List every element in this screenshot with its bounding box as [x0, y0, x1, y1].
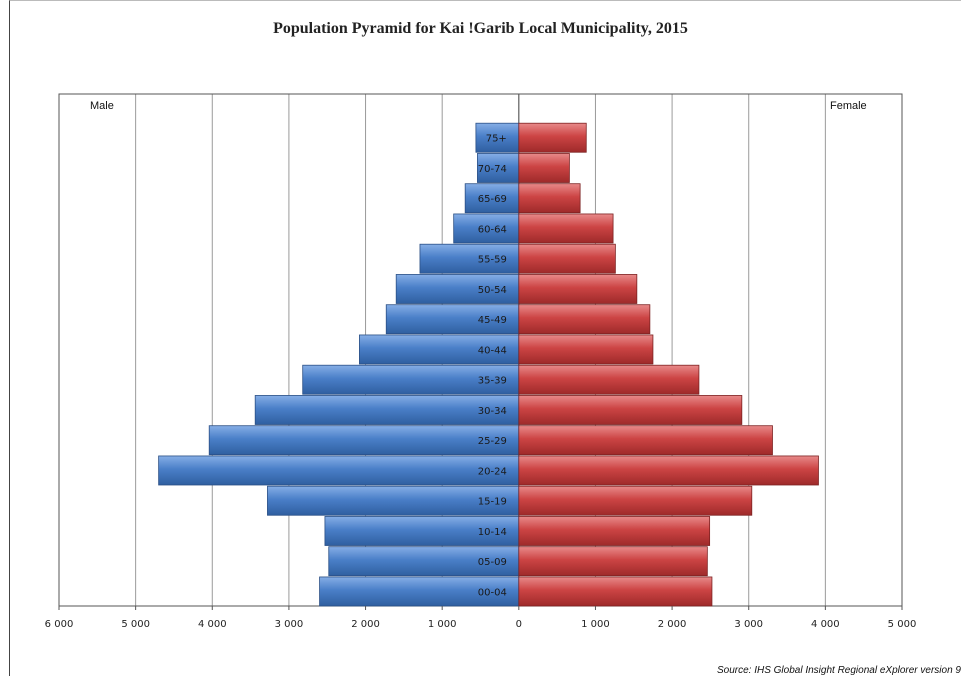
category-labels: 00-04 05-09 10-14 15-19 20-24 25-29 30-34 35-39… — [478, 134, 507, 599]
category-label: 35-39 — [478, 376, 507, 387]
tick-label: 0 — [516, 619, 522, 630]
category-label: 00-04 — [478, 587, 507, 598]
bar-female-40-44 — [518, 334, 654, 365]
bar-female-75+ — [518, 122, 587, 153]
bar-male-75+ — [475, 122, 520, 153]
bar-female-55-59 — [518, 243, 616, 274]
tick-label: 2 000 — [351, 619, 380, 630]
bar-female-70-74 — [518, 153, 570, 183]
source-note: Source: IHS Global Insight Regional eXpl… — [716, 665, 961, 676]
bar-male-15-19 — [267, 485, 520, 516]
category-label: 45-49 — [478, 315, 507, 326]
bar-female-45-49 — [518, 304, 651, 335]
legend-male: Male — [90, 100, 114, 112]
bar-male-70-74 — [477, 153, 520, 183]
category-label: 55-59 — [478, 255, 507, 266]
tick-label: 2 000 — [658, 619, 687, 630]
bar-male-25-29 — [208, 425, 520, 456]
bar-female-35-39 — [518, 364, 700, 395]
tick-label: 1 000 — [581, 619, 610, 630]
category-label: 65-69 — [478, 194, 507, 205]
bar-female-50-54 — [518, 274, 638, 304]
bar-female-60-64 — [518, 213, 614, 244]
chart-frame — [9, 0, 961, 676]
category-label: 10-14 — [478, 527, 507, 538]
category-label: 50-54 — [478, 285, 507, 296]
tick-label: 3 000 — [734, 619, 763, 630]
x-axis-ticks: 6 000 5 000 4 000 3 000 2 000 1 000 0 1 000 2 00… — [45, 606, 917, 630]
bar-female-20-24 — [518, 455, 819, 486]
bar-male-20-24 — [158, 455, 520, 486]
tick-label: 3 000 — [275, 619, 304, 630]
bar-female-65-69 — [518, 183, 581, 214]
bar-female-25-29 — [518, 425, 773, 456]
category-label: 20-24 — [478, 466, 507, 477]
category-label: 30-34 — [478, 406, 507, 417]
bar-male-35-39 — [302, 364, 520, 395]
category-label: 40-44 — [478, 345, 507, 356]
tick-label: 5 000 — [888, 619, 917, 630]
chart-title: Population Pyramid for Kai !Garib Local … — [273, 20, 688, 37]
bar-female-30-34 — [518, 395, 743, 425]
bar-male-30-34 — [254, 395, 520, 425]
tick-label: 6 000 — [45, 619, 74, 630]
category-label: 70-74 — [478, 164, 507, 175]
tick-label: 4 000 — [811, 619, 840, 630]
bar-female-15-19 — [518, 485, 753, 516]
category-label: 60-64 — [478, 224, 507, 235]
bar-male-60-64 — [453, 213, 520, 244]
category-label: 75+ — [486, 134, 507, 145]
bar-female-00-04 — [518, 576, 713, 607]
tick-label: 5 000 — [121, 619, 150, 630]
bars — [158, 122, 819, 607]
tick-label: 4 000 — [198, 619, 227, 630]
bar-female-05-09 — [518, 546, 708, 577]
bar-male-40-44 — [359, 334, 520, 365]
bar-male-10-14 — [324, 516, 520, 546]
legend-female: Female — [830, 100, 867, 112]
category-label: 25-29 — [478, 436, 507, 447]
category-label: 15-19 — [478, 497, 507, 508]
bar-male-50-54 — [395, 274, 520, 304]
bar-male-55-59 — [419, 243, 520, 274]
category-label: 05-09 — [478, 557, 507, 568]
tick-label: 1 000 — [428, 619, 457, 630]
bar-male-65-69 — [464, 183, 520, 214]
bar-female-10-14 — [518, 516, 711, 546]
